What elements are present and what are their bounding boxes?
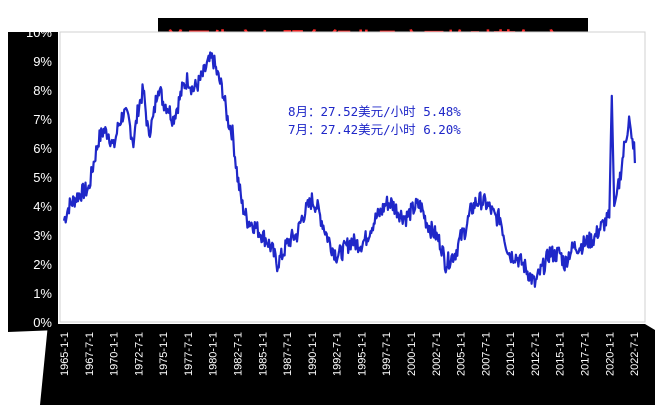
x-tick-label: 2015-1-1 xyxy=(555,332,567,376)
x-tick-label: 1997-7-1 xyxy=(381,332,393,376)
bottom-axis-panel xyxy=(40,324,655,405)
x-tick-label: 1982-7-1 xyxy=(232,332,244,376)
plot-area xyxy=(59,31,646,323)
x-tick-label: 1967-7-1 xyxy=(84,332,96,376)
x-tick-label: 1977-7-1 xyxy=(183,332,195,376)
x-tick-label: 1987-7-1 xyxy=(282,332,294,376)
x-tick-label: 2010-1-1 xyxy=(505,332,517,376)
y-tick-label: 2% xyxy=(33,257,52,272)
x-tick-label: 2020-1-1 xyxy=(604,332,616,376)
y-tick-label: 6% xyxy=(33,141,52,156)
y-tick-label: 5% xyxy=(33,170,52,185)
x-tick-label: 2002-7-1 xyxy=(431,332,443,376)
y-tick-label: 0% xyxy=(33,315,52,330)
x-tick-label: 1965-1-1 xyxy=(59,332,71,376)
x-tick-label: 1975-1-1 xyxy=(158,332,170,376)
x-tick-label: 1990-1-1 xyxy=(307,332,319,376)
annotation-line: 8月：27.52美元/小时 5.48% xyxy=(288,104,461,119)
x-tick-label: 1972-7-1 xyxy=(133,332,145,376)
x-tick-label: 1995-1-1 xyxy=(356,332,368,376)
y-tick-label: 9% xyxy=(33,54,52,69)
x-tick-label: 2005-1-1 xyxy=(456,332,468,376)
y-tick-label: 1% xyxy=(33,286,52,301)
x-tick-label: 2017-7-1 xyxy=(579,332,591,376)
x-tick-label: 1980-1-1 xyxy=(208,332,220,376)
y-tick-label: 7% xyxy=(33,112,52,127)
x-tick-label: 1970-1-1 xyxy=(109,332,121,376)
y-tick-label: 10% xyxy=(26,25,52,40)
x-tick-label: 2007-7-1 xyxy=(480,332,492,376)
x-tick-label: 2000-1-1 xyxy=(406,332,418,376)
annotation-line: 7月：27.42美元/小时 6.20% xyxy=(288,122,461,137)
x-tick-label: 1992-7-1 xyxy=(332,332,344,376)
x-tick-label: 2022-7-1 xyxy=(629,332,641,376)
y-tick-label: 3% xyxy=(33,228,52,243)
y-tick-label: 4% xyxy=(33,199,52,214)
series-line xyxy=(62,51,636,288)
x-tick-label: 2012-7-1 xyxy=(530,332,542,376)
left-axis-panel xyxy=(8,32,58,332)
x-tick-label: 1985-1-1 xyxy=(257,332,269,376)
y-tick-label: 8% xyxy=(33,83,52,98)
